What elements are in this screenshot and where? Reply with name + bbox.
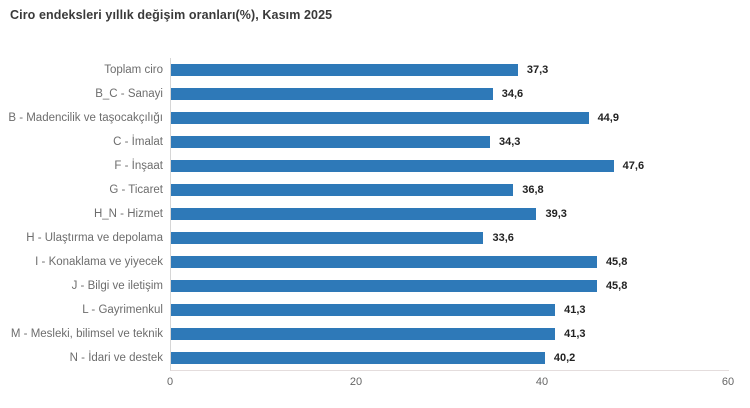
bar	[171, 328, 556, 340]
bar-row: 45,8	[171, 274, 729, 298]
category-label: L - Gayrimenkul	[82, 304, 163, 316]
bar	[171, 88, 493, 100]
chart-title: Ciro endeksleri yıllık değişim oranları(…	[10, 8, 333, 22]
bar	[171, 184, 514, 196]
bar-row: 47,6	[171, 154, 729, 178]
bar	[171, 304, 556, 316]
value-label: 41,3	[564, 328, 586, 340]
bar-row: 39,3	[171, 202, 729, 226]
category-label: B_C - Sanayi	[95, 88, 163, 100]
category-label: Toplam ciro	[104, 64, 163, 76]
value-label: 33,6	[492, 232, 514, 244]
category-label: M - Mesleki, bilimsel ve teknik	[10, 328, 163, 340]
bar-row: 34,3	[171, 130, 729, 154]
bar	[171, 280, 597, 292]
bar-row: 34,6	[171, 82, 729, 106]
category-label: H - Ulaştırma ve depolama	[26, 232, 163, 244]
bar-row: 37,3	[171, 58, 729, 82]
value-label: 37,3	[526, 64, 549, 76]
category-labels: Toplam ciro B_C - Sanayi B - Madencilik ve…	[0, 58, 163, 370]
value-label: 47,6	[622, 160, 645, 172]
bar-row: 41,3	[171, 322, 729, 346]
bar	[171, 64, 518, 76]
category-label: B - Madencilik ve taşocakçılığı	[8, 112, 163, 124]
value-label: 45,8	[605, 280, 628, 292]
x-tick-label: 60	[721, 376, 735, 388]
value-label: 45,8	[605, 256, 628, 268]
value-label: 41,3	[564, 304, 586, 316]
value-label: 40,2	[553, 352, 576, 364]
bar-row: 40,2	[171, 346, 729, 370]
category-label: J - Bilgi ve iletişim	[71, 280, 163, 292]
category-label: H_N - Hizmet	[93, 208, 163, 220]
bar	[171, 256, 597, 268]
value-label: 44,9	[597, 112, 619, 124]
category-label: C - İmalat	[113, 136, 163, 148]
value-label: 34,6	[501, 88, 524, 100]
bar-row: 33,6	[171, 226, 729, 250]
x-tick-label: 40	[535, 376, 549, 388]
value-label: 36,8	[522, 184, 544, 196]
bar	[171, 136, 490, 148]
x-tick-label: 20	[349, 376, 363, 388]
value-label: 39,3	[545, 208, 567, 220]
bar-row: 36,8	[171, 178, 729, 202]
bar	[171, 352, 545, 364]
bar-rows: 37,3 34,6 44,9 34,3 47,6 36,8 39,3 33,6 45,8 45,8…	[171, 58, 729, 370]
x-axis: 0 20 40 60	[166, 376, 734, 392]
value-label: 34,3	[498, 136, 521, 148]
category-label: N - İdari ve destek	[69, 352, 163, 364]
x-tick-label: 0	[166, 376, 174, 388]
category-label: G - Ticaret	[109, 184, 163, 196]
bar	[171, 112, 589, 124]
bar	[171, 208, 537, 220]
category-label: I - Konaklama ve yiyecek	[35, 256, 163, 268]
bar	[171, 160, 614, 172]
plot-area: 37,3 34,6 44,9 34,3 47,6 36,8 39,3 33,6 45,8 45,8…	[170, 58, 729, 371]
category-label: F - İnşaat	[114, 160, 163, 172]
bar-row: 41,3	[171, 298, 729, 322]
bar	[171, 232, 484, 244]
bar-row: 44,9	[171, 106, 729, 130]
bar-row: 45,8	[171, 250, 729, 274]
